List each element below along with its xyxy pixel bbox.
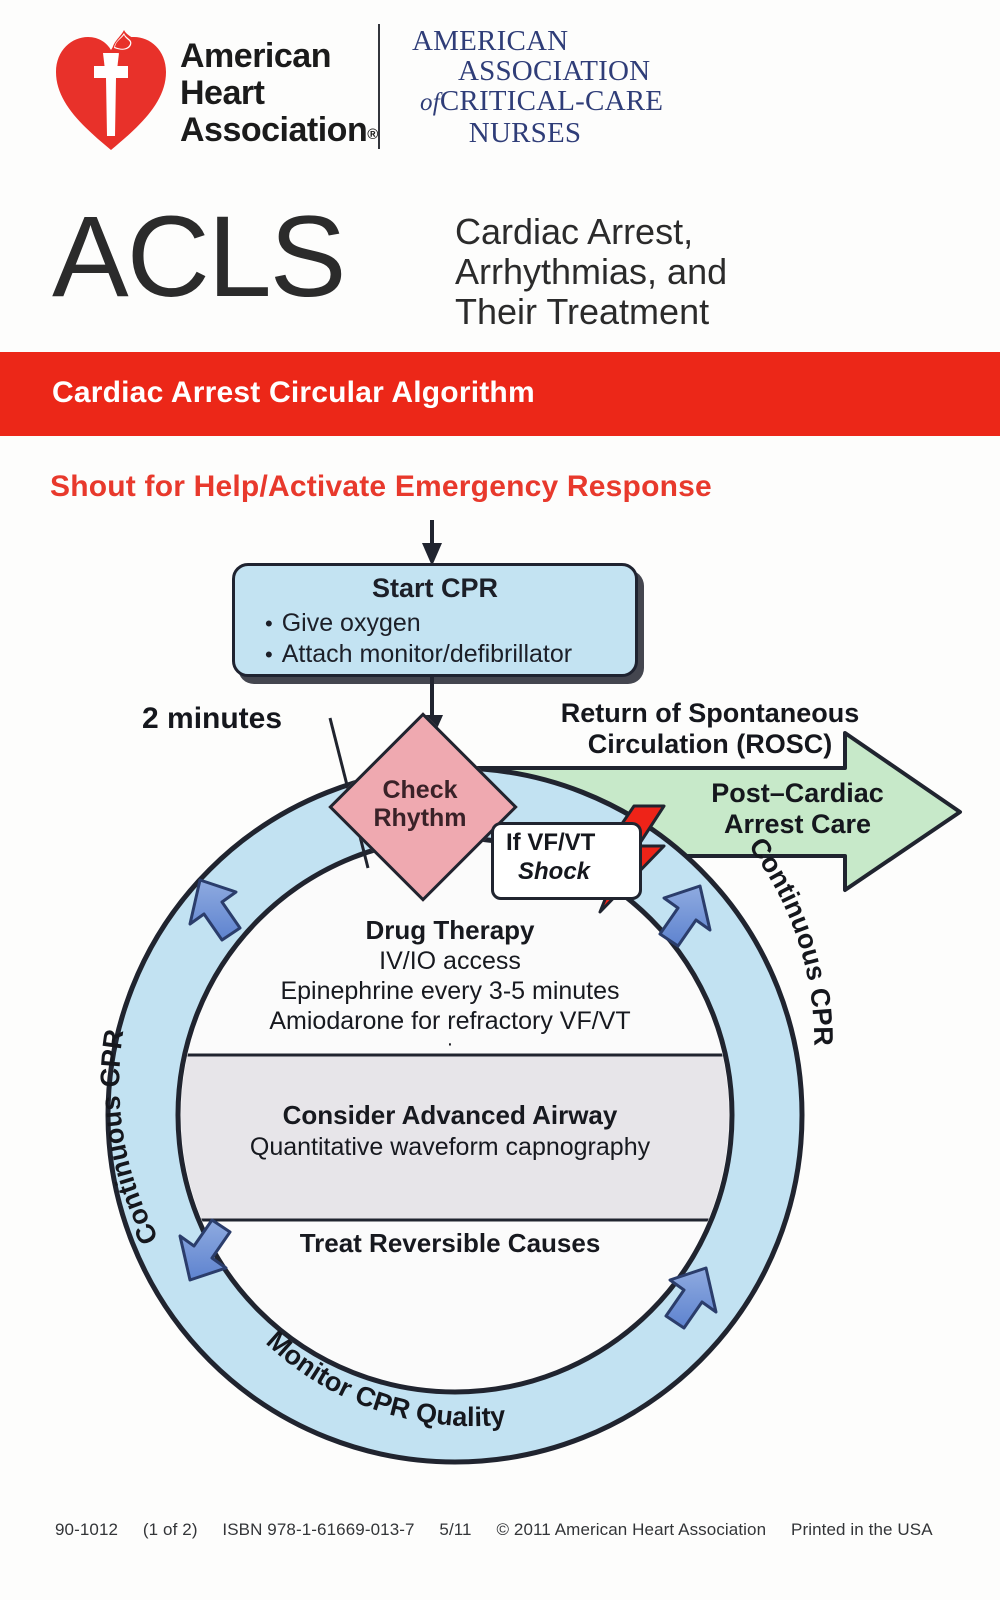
- footer-catalog: 90-1012: [55, 1520, 119, 1539]
- drug-therapy-line-0: IV/IO access: [379, 947, 521, 975]
- section-banner: Cardiac Arrest Circular Algorithm: [0, 352, 1000, 436]
- ring-arrow-top-left: [188, 878, 242, 942]
- ring-arrow-bottom-left: [178, 1218, 232, 1282]
- shock-line-2: Shock: [518, 858, 591, 885]
- check-rhythm-label: Check Rhythm: [344, 776, 496, 832]
- title-block: ACLS Cardiac Arrest, Arrhythmias, and Th…: [0, 198, 1000, 338]
- aha-logo: American Heart Association®: [52, 22, 378, 152]
- aha-line-1: American: [180, 37, 331, 75]
- treat-reversible-causes-title: Treat Reversible Causes: [299, 1228, 601, 1258]
- check-rhythm-line-2: Rhythm: [373, 804, 467, 832]
- aacn-line-3-text: CRITICAL-CARE: [439, 85, 664, 117]
- footer-isbn: ISBN 978-1-61669-013-7: [222, 1520, 415, 1539]
- aacn-line-1: AMERICAN: [412, 25, 569, 57]
- shock-line-1: If VF/VT: [506, 829, 596, 856]
- advanced-airway-title: Consider Advanced Airway: [282, 1100, 618, 1130]
- advanced-airway-section: Consider Advanced Airway Quantitative wa…: [175, 1100, 725, 1163]
- footer-date: 5/11: [439, 1520, 472, 1539]
- drug-therapy-title: Drug Therapy: [365, 915, 535, 945]
- ring-arrow-top-right: [658, 884, 712, 948]
- logo-divider: [378, 24, 380, 149]
- arrow-shout-to-start: [422, 520, 442, 566]
- start-cpr-bullets: Give oxygen Attach monitor/defibrillator: [235, 608, 635, 670]
- footer-sheet: (1 of 2): [142, 1520, 198, 1539]
- footer-printed: Printed in the USA: [791, 1520, 933, 1539]
- post-cardiac-arrest-care-label: Post–Cardiac Arrest Care: [690, 778, 905, 840]
- aha-line-3: Association: [180, 111, 368, 149]
- inner-circle-sections: [181, 1053, 729, 1222]
- drug-therapy-line-2: Amiodarone for refractory VF/VT: [269, 1007, 631, 1035]
- footer-copyright: © 2011 American Heart Association: [496, 1520, 767, 1539]
- subtitle-line-3: Their Treatment: [455, 291, 710, 332]
- subtitle-line-2: Arrhythmias, and: [455, 251, 728, 292]
- start-cpr-box: Start CPR Give oxygen Attach monitor/def…: [232, 563, 638, 677]
- heart-torch-icon: [56, 30, 166, 150]
- page-title: ACLS: [52, 193, 346, 321]
- registered-mark: ®: [367, 126, 378, 143]
- post-arrest-line-2: Arrest Care: [723, 809, 872, 839]
- drug-therapy-line-1: Epinephrine every 3-5 minutes: [280, 977, 620, 1005]
- rosc-line-1: Return of Spontaneous: [560, 698, 860, 728]
- post-arrest-line-1: Post–Cardiac: [711, 778, 884, 808]
- two-minutes-label: 2 minutes: [142, 702, 283, 735]
- aacn-logo: AMERICAN ASSOCIATION ofCRITICAL-CARE NUR…: [400, 26, 690, 148]
- aacn-of: of: [420, 89, 440, 116]
- footer: 90-1012 (1 of 2) ISBN 978-1-61669-013-7 …: [55, 1520, 955, 1540]
- start-cpr-bullet-0: Give oxygen: [265, 608, 635, 639]
- advanced-airway-line: Quantitative waveform capnography: [249, 1133, 651, 1161]
- ring-arrow-bottom-right: [664, 1266, 718, 1330]
- start-cpr-title: Start CPR: [371, 573, 499, 603]
- aha-line-2: Heart: [180, 74, 265, 112]
- subtitle-line-1: Cardiac Arrest,: [455, 211, 694, 252]
- section-banner-label: Cardiac Arrest Circular Algorithm: [52, 376, 535, 409]
- shout-for-help-text: Shout for Help/Activate Emergency Respon…: [50, 470, 712, 503]
- check-rhythm-line-1: Check: [382, 776, 458, 804]
- rosc-line-2: Circulation (ROSC): [587, 729, 833, 759]
- aacn-line-4: NURSES: [468, 117, 582, 149]
- page-subtitle: Cardiac Arrest, Arrhythmias, and Their T…: [455, 212, 975, 332]
- drug-therapy-dot: ·: [446, 1033, 454, 1055]
- aacn-line-3: ofCRITICAL-CARE: [400, 86, 690, 118]
- rosc-label: Return of Spontaneous Circulation (ROSC): [520, 698, 900, 760]
- logo-header: American Heart Association® AMERICAN ASS…: [0, 0, 1000, 175]
- drug-therapy-section: Drug Therapy IV/IO access Epinephrine ev…: [205, 915, 695, 1055]
- shock-box: If VF/VT Shock: [491, 822, 642, 900]
- aacn-line-2: ASSOCIATION: [458, 55, 651, 87]
- start-cpr-bullet-1: Attach monitor/defibrillator: [265, 639, 635, 670]
- aha-wordmark: American Heart Association®: [180, 38, 380, 153]
